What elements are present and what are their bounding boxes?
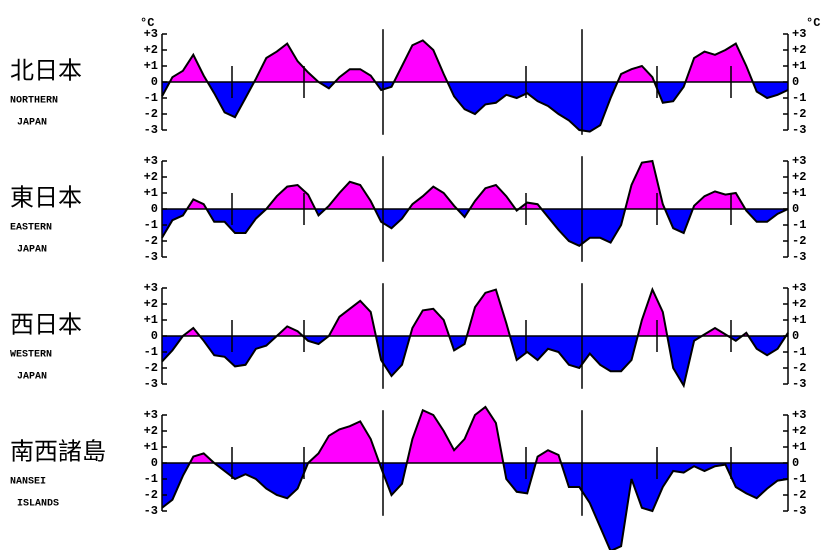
y-tick-label: +2 [792,43,806,57]
y-tick-label: -1 [792,345,806,359]
y-tick-label: +2 [792,297,806,311]
region-name-en: JAPAN [17,118,47,129]
y-tick-label: -2 [144,361,158,375]
y-tick-label: -3 [144,504,158,518]
y-tick-label: +1 [144,59,158,73]
positive-area [162,161,788,209]
y-tick-label: -1 [792,472,806,486]
y-tick-label: -3 [792,250,806,264]
y-tick-label: -3 [144,377,158,391]
y-tick-label: +2 [144,170,158,184]
y-tick-label: 0 [792,75,799,89]
y-unit: °C [806,16,820,30]
y-tick-label: +2 [144,424,158,438]
y-tick-label: +2 [792,424,806,438]
y-tick-label: -1 [144,472,158,486]
y-tick-label: 0 [792,202,799,216]
region-name-jp: 南西諸島 [10,438,106,466]
region-name-en: WESTERN [10,350,52,361]
y-tick-label: -1 [792,218,806,232]
y-tick-label: -2 [144,234,158,248]
y-tick-label: +1 [792,59,806,73]
negative-area [162,336,788,386]
y-tick-label: +2 [144,297,158,311]
region-name-en: JAPAN [17,245,47,256]
anomaly-line [161,286,789,389]
y-tick-label: -2 [792,361,806,375]
anomaly-line [161,405,789,550]
region-name-jp: 西日本 [10,311,82,339]
y-tick-label: -1 [144,91,158,105]
y-tick-label: +3 [144,27,158,41]
y-tick-label: +3 [144,154,158,168]
y-tick-label: +3 [792,154,806,168]
y-tick-label: +2 [792,170,806,184]
y-tick-label: +3 [144,281,158,295]
y-tick-label: +3 [792,27,806,41]
y-tick-label: +1 [792,440,806,454]
y-tick-label: 0 [151,329,158,343]
y-tick-label: -2 [144,107,158,121]
positive-area [162,407,788,463]
y-tick-label: -3 [792,123,806,137]
y-tick-label: 0 [151,75,158,89]
y-tick-label: -2 [792,234,806,248]
y-tick-label: -2 [792,107,806,121]
y-tick-label: -2 [144,488,158,502]
y-tick-label: 0 [151,202,158,216]
y-tick-label: 0 [792,456,799,470]
y-tick-label: -3 [144,123,158,137]
region-name-jp: 東日本 [10,184,82,212]
y-tick-label: +1 [144,313,158,327]
y-tick-label: -3 [144,250,158,264]
y-tick-label: +3 [792,281,806,295]
positive-area [162,289,788,336]
y-unit: °C [140,16,154,30]
y-tick-label: +1 [144,186,158,200]
y-tick-label: +2 [144,43,158,57]
y-tick-label: -1 [144,345,158,359]
region-name-en: ISLANDS [17,499,59,510]
y-tick-label: +1 [144,440,158,454]
region-name-en: JAPAN [17,372,47,383]
region-name-jp: 北日本 [10,57,82,85]
y-tick-label: +1 [792,186,806,200]
y-tick-label: -2 [792,488,806,502]
region-name-en: EASTERN [10,223,52,234]
region-name-en: NANSEI [10,477,46,488]
anomaly-line [161,39,789,133]
y-tick-label: +1 [792,313,806,327]
y-tick-label: -3 [792,504,806,518]
y-tick-label: -1 [792,91,806,105]
y-tick-label: -3 [792,377,806,391]
y-tick-label: +3 [144,408,158,422]
positive-area [162,40,788,82]
y-tick-label: 0 [151,456,158,470]
negative-area [162,82,788,132]
y-tick-label: +3 [792,408,806,422]
y-tick-label: 0 [792,329,799,343]
region-name-en: NORTHERN [10,96,58,107]
negative-area [162,209,788,246]
y-tick-label: -1 [144,218,158,232]
